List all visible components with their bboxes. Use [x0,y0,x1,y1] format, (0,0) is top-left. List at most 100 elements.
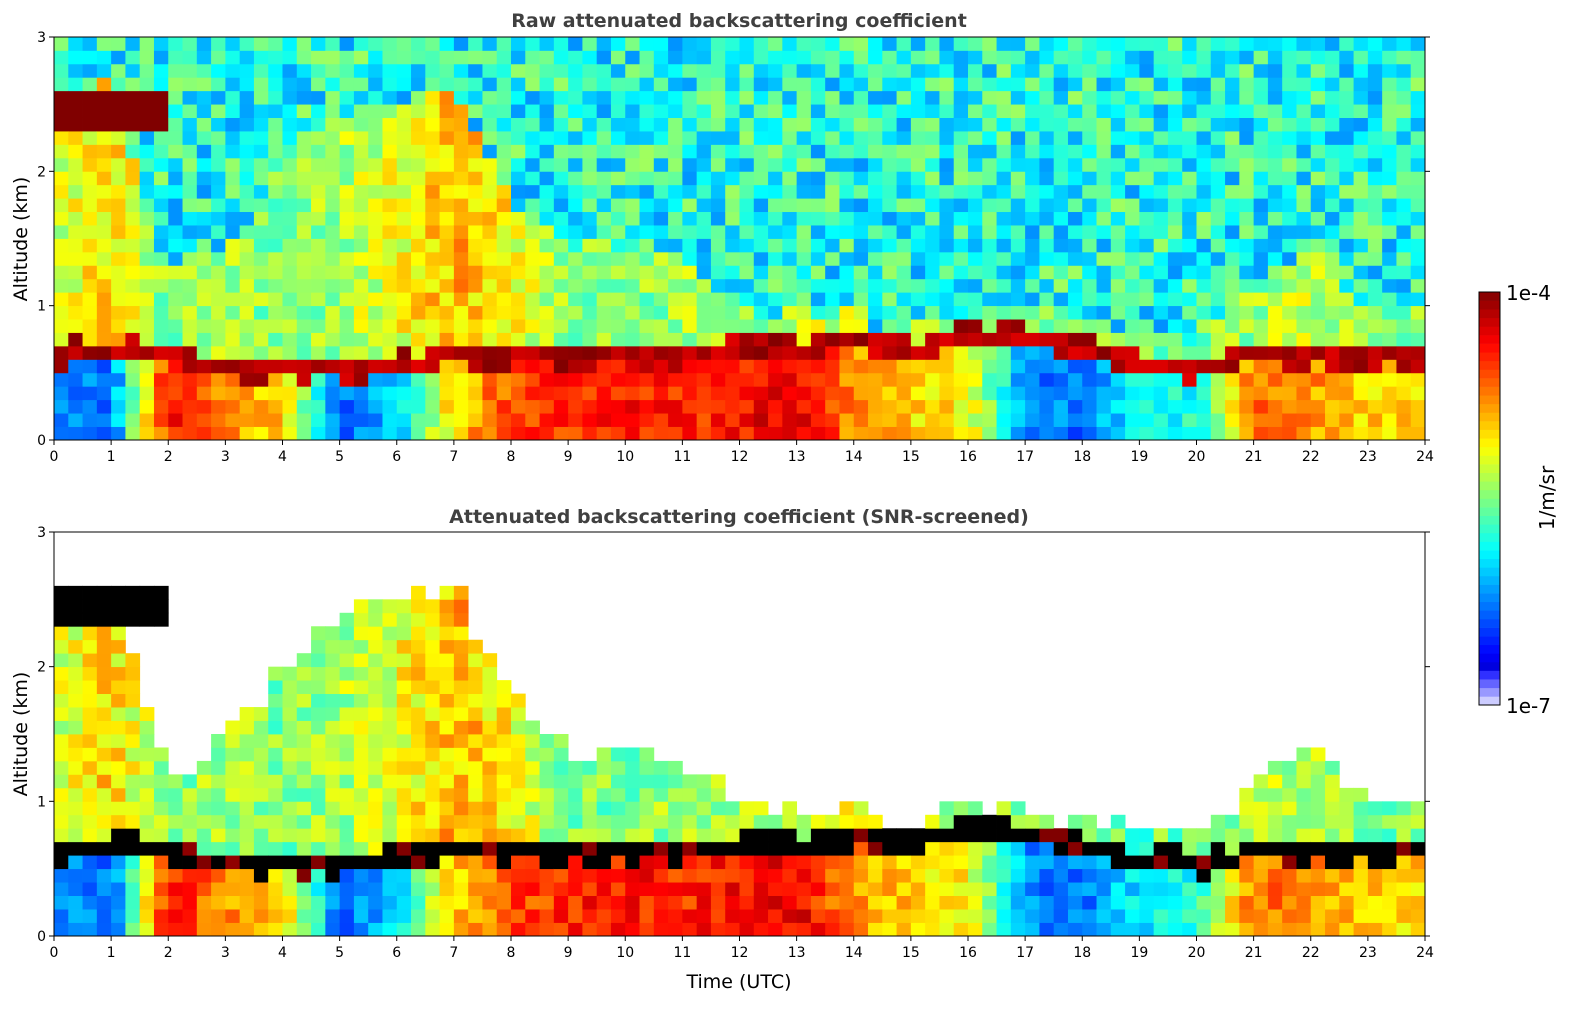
heatmap-cell [553,774,569,789]
heatmap-cell [96,653,112,668]
heatmap-cell [653,104,669,118]
colorbar-segment [1479,309,1500,319]
heatmap-cell [868,104,883,118]
heatmap-cell [796,184,812,199]
heatmap-cell [782,909,798,923]
heatmap-cell [296,171,312,186]
heatmap-cell [125,922,141,937]
heatmap-cell [353,345,369,360]
heatmap-cell [1139,399,1155,414]
heatmap-cell [439,855,455,870]
heatmap-cell [96,238,112,253]
heatmap-cell [339,639,355,654]
heatmap-cell [910,225,926,239]
heatmap-cell [153,841,169,856]
heatmap-cell [1182,278,1197,293]
heatmap-cell [668,855,683,870]
heatmap-cell [225,278,241,293]
heatmap-cell [296,413,312,427]
heatmap-cell [311,251,326,266]
heatmap-cell [896,131,912,145]
heatmap-cell [68,895,83,910]
heatmap-cell [1282,426,1297,441]
heatmap-cell [753,251,769,266]
heatmap-cell [125,372,141,387]
heatmap-cell [1167,77,1183,92]
heatmap-cell [339,680,355,694]
heatmap-cell [582,251,598,266]
heatmap-cell [1053,211,1069,226]
heatmap-cell [1082,372,1097,387]
heatmap-cell [739,90,755,105]
heatmap-cell [1110,157,1126,172]
heatmap-cell [710,117,726,132]
heatmap-cell [1339,801,1354,816]
heatmap-cell [139,855,155,870]
heatmap-cell [810,225,826,239]
heatmap-cell [268,747,283,762]
heatmap-cell [925,372,940,387]
heatmap-cell [553,211,569,226]
heatmap-cell [782,345,798,360]
heatmap-cell [353,238,369,253]
heatmap-cell [782,426,798,441]
heatmap-cell [139,265,155,280]
heatmap-cell [411,801,426,816]
colorbar-segment [1479,541,1500,551]
heatmap-cell [868,131,883,145]
heatmap-cell [853,104,869,118]
heatmap-cell [168,157,183,172]
heatmap-cell [839,77,855,92]
heatmap-cell [96,585,112,600]
heatmap-cell [1025,278,1040,293]
heatmap-cell [125,747,141,762]
heatmap-cell [668,372,683,387]
heatmap-cell [468,882,483,896]
heatmap-cell [139,585,155,600]
heatmap-cell [211,372,226,387]
heatmap-cell [996,895,1012,910]
heatmap-cell [1325,895,1340,910]
heatmap-cell [1039,225,1055,239]
x-tick-label: 7 [449,945,458,961]
heatmap-cell [682,399,698,414]
heatmap-cell [511,345,526,360]
heatmap-cell [753,895,769,910]
heatmap-cell [668,882,683,896]
heatmap-cell [239,828,255,843]
heatmap-cell [1125,399,1140,414]
heatmap-cell [1125,265,1140,280]
heatmap-cell [111,63,126,78]
heatmap-cell [54,760,69,775]
heatmap-cell [739,372,755,387]
heatmap-cell [725,372,740,387]
heatmap-cell [782,319,798,333]
heatmap-cell [411,251,426,266]
heatmap-cell [325,265,341,280]
heatmap-cell [939,319,955,333]
heatmap-cell [82,359,98,374]
heatmap-cell [282,77,298,92]
heatmap-cell [468,841,483,856]
heatmap-cell [396,198,412,213]
heatmap-cell [525,413,540,427]
heatmap-cell [1382,895,1397,910]
heatmap-cell [96,801,112,816]
heatmap-cell [1010,814,1026,829]
heatmap-cell [68,680,83,694]
heatmap-cell [1210,319,1226,333]
heatmap-cell [268,37,283,51]
heatmap-cell [368,909,383,923]
heatmap-cell [968,386,983,401]
heatmap-cell [296,292,312,307]
heatmap-cell [425,707,440,721]
heatmap-cell [296,345,312,360]
heatmap-cell [1110,814,1126,829]
heatmap-cell [1067,50,1083,65]
heatmap-cell [1410,359,1426,374]
heatmap-cell [225,909,241,923]
heatmap-cell [96,144,112,159]
heatmap-cell [311,426,326,441]
heatmap-cell [1196,104,1212,118]
heatmap-cell [1367,882,1383,896]
